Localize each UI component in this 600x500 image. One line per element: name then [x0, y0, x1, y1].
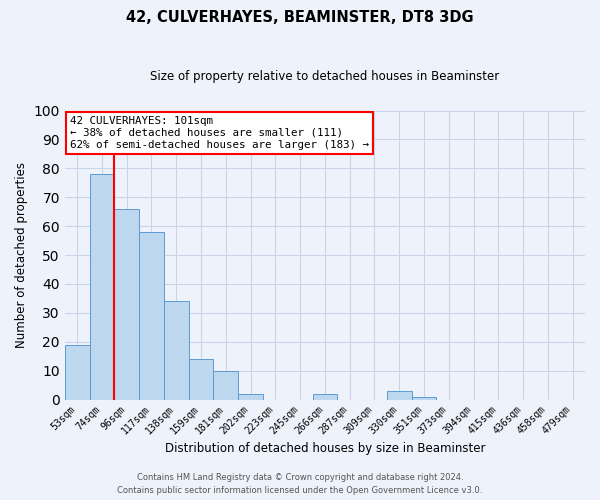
- Bar: [214, 370, 238, 400]
- Y-axis label: Number of detached properties: Number of detached properties: [15, 162, 28, 348]
- Bar: [238, 394, 263, 400]
- Text: 42 CULVERHAYES: 101sqm
← 38% of detached houses are smaller (111)
62% of semi-de: 42 CULVERHAYES: 101sqm ← 38% of detached…: [70, 116, 369, 150]
- Bar: [387, 391, 412, 400]
- Bar: [412, 396, 436, 400]
- Bar: [115, 209, 139, 400]
- Bar: [139, 232, 164, 400]
- Title: Size of property relative to detached houses in Beaminster: Size of property relative to detached ho…: [150, 70, 500, 83]
- Bar: [313, 394, 337, 400]
- Text: 42, CULVERHAYES, BEAMINSTER, DT8 3DG: 42, CULVERHAYES, BEAMINSTER, DT8 3DG: [126, 10, 474, 25]
- Bar: [89, 174, 115, 400]
- Text: Contains HM Land Registry data © Crown copyright and database right 2024.
Contai: Contains HM Land Registry data © Crown c…: [118, 474, 482, 495]
- Bar: [65, 344, 89, 400]
- Bar: [164, 302, 188, 400]
- X-axis label: Distribution of detached houses by size in Beaminster: Distribution of detached houses by size …: [164, 442, 485, 455]
- Bar: [188, 359, 214, 400]
